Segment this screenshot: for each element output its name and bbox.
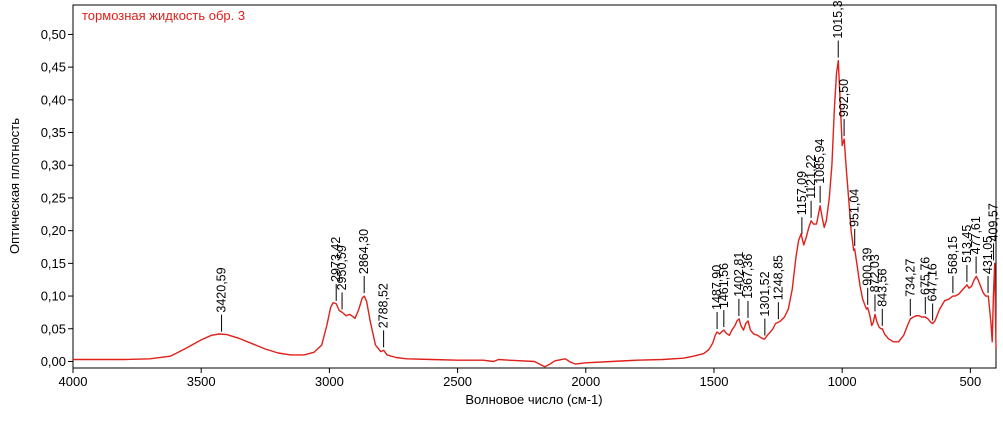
peak-annotation: 1487,90 (710, 265, 724, 330)
peak-label: 1487,90 (710, 265, 724, 310)
peak-annotation: 1157,09 (795, 171, 809, 235)
peak-annotation: 3420,59 (215, 267, 229, 332)
peak-annotation: 843,56 (875, 269, 889, 326)
peak-annotation: 675,76 (918, 257, 932, 314)
peak-annotation: 2950,59 (335, 245, 349, 310)
peak-label: 872,03 (868, 254, 882, 292)
peak-label: 951,04 (848, 189, 862, 227)
peak-label: 477,61 (969, 216, 983, 254)
plot-area-frame (72, 4, 997, 369)
x-tick-label: 4000 (59, 374, 88, 389)
peak-annotation: 900,39 (861, 248, 875, 305)
peak-label: 1015,37 (831, 0, 845, 39)
peak-label: 1085,94 (813, 139, 827, 184)
peak-label: 992,50 (837, 79, 851, 117)
peak-annotation: 1301,52 (758, 271, 772, 336)
y-tick-label: 0,10 (41, 289, 66, 304)
peak-annotation: 992,50 (837, 79, 851, 137)
y-axis-label: Оптическая плотность (7, 118, 22, 254)
peak-annotation: 1085,94 (813, 139, 827, 203)
x-axis-label: Волновое число (см-1) (465, 392, 602, 407)
peak-label: 1402,81 (732, 252, 746, 297)
peak-label: 1461,56 (717, 263, 731, 308)
peak-annotation: 431,05 (981, 236, 995, 294)
x-tick-label: 3500 (187, 374, 216, 389)
y-tick-label: 0,50 (41, 27, 66, 42)
peak-annotation: 951,04 (848, 189, 862, 246)
peak-label: 2950,59 (335, 245, 349, 290)
peak-label: 431,05 (981, 236, 995, 274)
peak-label: 3420,59 (215, 267, 229, 312)
peak-label: 513,45 (960, 225, 974, 263)
y-tick-label: 0,00 (41, 354, 66, 369)
peak-annotation: 1121,22 (804, 154, 818, 218)
y-tick-label: 0,25 (41, 190, 66, 205)
x-tick-label: 2500 (443, 374, 472, 389)
x-tick-label: 1000 (828, 374, 857, 389)
x-tick-label: 500 (960, 374, 982, 389)
peak-label: 1367,36 (741, 254, 755, 299)
peak-label: 734,27 (903, 259, 917, 297)
peak-label: 568,15 (946, 236, 960, 274)
peak-label: 2788,52 (377, 283, 391, 328)
peak-label: 1248,85 (771, 255, 785, 300)
peak-label: 843,56 (875, 269, 889, 307)
y-tick-label: 0,40 (41, 92, 66, 107)
peak-annotation: 1248,85 (771, 255, 785, 320)
peak-label: 2864,30 (357, 229, 371, 274)
peak-annotation: 2864,30 (357, 229, 371, 294)
peak-label: 2973,42 (329, 237, 343, 282)
x-tick-label: 3000 (315, 374, 344, 389)
y-tick-label: 0,20 (41, 223, 66, 238)
peak-annotation: 647,16 (926, 263, 940, 321)
peak-label: 1301,52 (758, 271, 772, 316)
y-tick-label: 0,35 (41, 125, 66, 140)
peak-label: 647,16 (926, 263, 940, 301)
peak-annotation: 734,27 (903, 259, 917, 316)
x-tick-label: 1500 (700, 374, 729, 389)
peak-label: 675,76 (918, 257, 932, 295)
y-tick-label: 0,45 (41, 60, 66, 75)
x-tick-label: 2000 (571, 374, 600, 389)
legend-label: тормозная жидкость обр. 3 (82, 8, 245, 23)
spectrum-line (73, 59, 997, 368)
peak-annotation: 1461,56 (717, 263, 731, 328)
peak-annotation: 2788,52 (377, 283, 391, 348)
y-tick-label: 0,30 (41, 158, 66, 173)
y-tick-label: 0,05 (41, 321, 66, 336)
peak-annotation: 568,15 (946, 236, 960, 294)
peak-label: 1157,09 (795, 171, 809, 215)
peak-label: 409,57 (987, 203, 1001, 241)
peak-annotation: 1402,81 (732, 252, 746, 316)
peak-annotation: 409,57 (987, 203, 1001, 261)
peak-label: 900,39 (861, 248, 875, 286)
peak-label: 1121,22 (804, 154, 818, 198)
peak-annotation: 872,03 (868, 254, 882, 312)
peak-annotation: 1015,37 (831, 0, 845, 58)
peak-annotation: 1367,36 (741, 254, 755, 318)
y-tick-label: 0,15 (41, 256, 66, 271)
peak-annotation: 477,61 (969, 216, 983, 274)
peak-annotation: 2973,42 (329, 237, 343, 301)
peak-annotation: 513,45 (960, 225, 974, 282)
